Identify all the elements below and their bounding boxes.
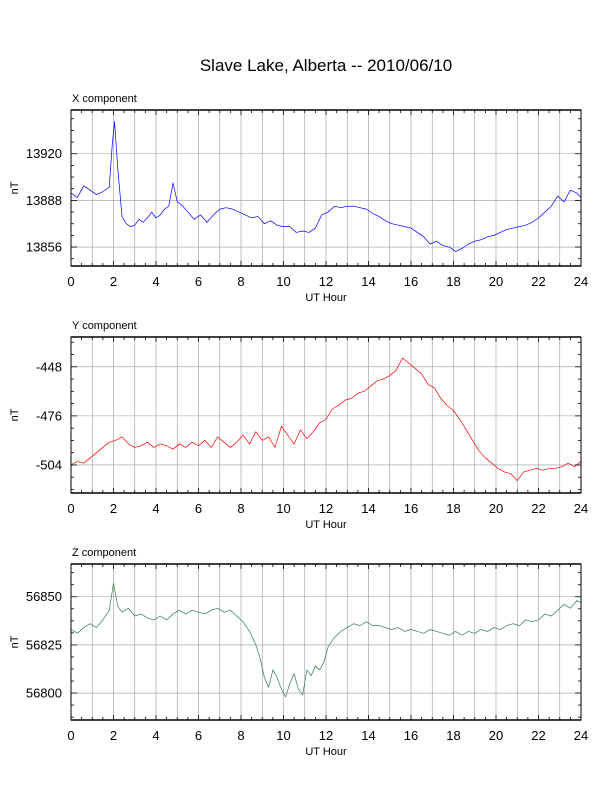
component-label: X component: [72, 93, 137, 105]
x-tick-label: 14: [361, 501, 375, 516]
x-tick-label: 22: [531, 501, 545, 516]
x-tick-label: 2: [110, 274, 117, 289]
x-tick-label: 12: [319, 728, 333, 743]
x-axis-label: UT Hour: [305, 292, 347, 304]
y-tick-label: 56800: [26, 686, 62, 701]
page-title: Slave Lake, Alberta -- 2010/06/10: [199, 56, 453, 75]
x-tick-label: 20: [489, 501, 503, 516]
y-tick-label: 56825: [26, 637, 62, 652]
y-tick-label: 56850: [26, 589, 62, 604]
x-tick-label: 22: [531, 728, 545, 743]
x-tick-label: 4: [152, 501, 159, 516]
x-tick-label: 24: [574, 728, 588, 743]
x-tick-label: 6: [195, 728, 202, 743]
x-tick-label: 0: [67, 728, 74, 743]
x-tick-label: 4: [152, 274, 159, 289]
x-tick-label: 2: [110, 728, 117, 743]
x-axis-label: UT Hour: [305, 746, 347, 758]
x-tick-label: 0: [67, 501, 74, 516]
x-tick-label: 22: [531, 274, 545, 289]
y-tick-label: -504: [36, 457, 62, 472]
y-axis-label: nT: [9, 408, 21, 421]
x-tick-label: 0: [67, 274, 74, 289]
x-tick-label: 18: [446, 728, 460, 743]
x-tick-label: 18: [446, 274, 460, 289]
y-tick-label: 13920: [26, 146, 62, 161]
x-tick-label: 10: [276, 501, 290, 516]
x-tick-label: 10: [276, 728, 290, 743]
x-tick-label: 2: [110, 501, 117, 516]
y-tick-label: 13888: [26, 193, 62, 208]
x-tick-label: 8: [237, 728, 244, 743]
x-tick-label: 8: [237, 501, 244, 516]
x-tick-label: 14: [361, 728, 375, 743]
y-tick-label: -476: [36, 408, 62, 423]
component-label: Y component: [72, 320, 137, 332]
x-tick-label: 6: [195, 274, 202, 289]
y-axis-label: nT: [9, 635, 21, 648]
x-tick-label: 14: [361, 274, 375, 289]
x-tick-label: 12: [319, 501, 333, 516]
x-tick-label: 18: [446, 501, 460, 516]
x-tick-label: 4: [152, 728, 159, 743]
x-tick-label: 8: [237, 274, 244, 289]
data-line: [70, 121, 582, 252]
x-tick-label: 16: [404, 501, 418, 516]
x-tick-label: 20: [489, 274, 503, 289]
x-tick-label: 24: [574, 501, 588, 516]
x-tick-label: 12: [319, 274, 333, 289]
x-tick-label: 16: [404, 728, 418, 743]
y-tick-label: -448: [36, 359, 62, 374]
y-axis-label: nT: [9, 181, 21, 194]
component-label: Z component: [72, 547, 136, 559]
x-tick-label: 16: [404, 274, 418, 289]
x-tick-label: 10: [276, 274, 290, 289]
x-tick-label: 20: [489, 728, 503, 743]
x-tick-label: 24: [574, 274, 588, 289]
x-axis-label: UT Hour: [305, 519, 347, 531]
y-tick-label: 13856: [26, 240, 62, 255]
data-line: [70, 357, 582, 482]
data-line: [70, 582, 582, 698]
x-tick-label: 6: [195, 501, 202, 516]
